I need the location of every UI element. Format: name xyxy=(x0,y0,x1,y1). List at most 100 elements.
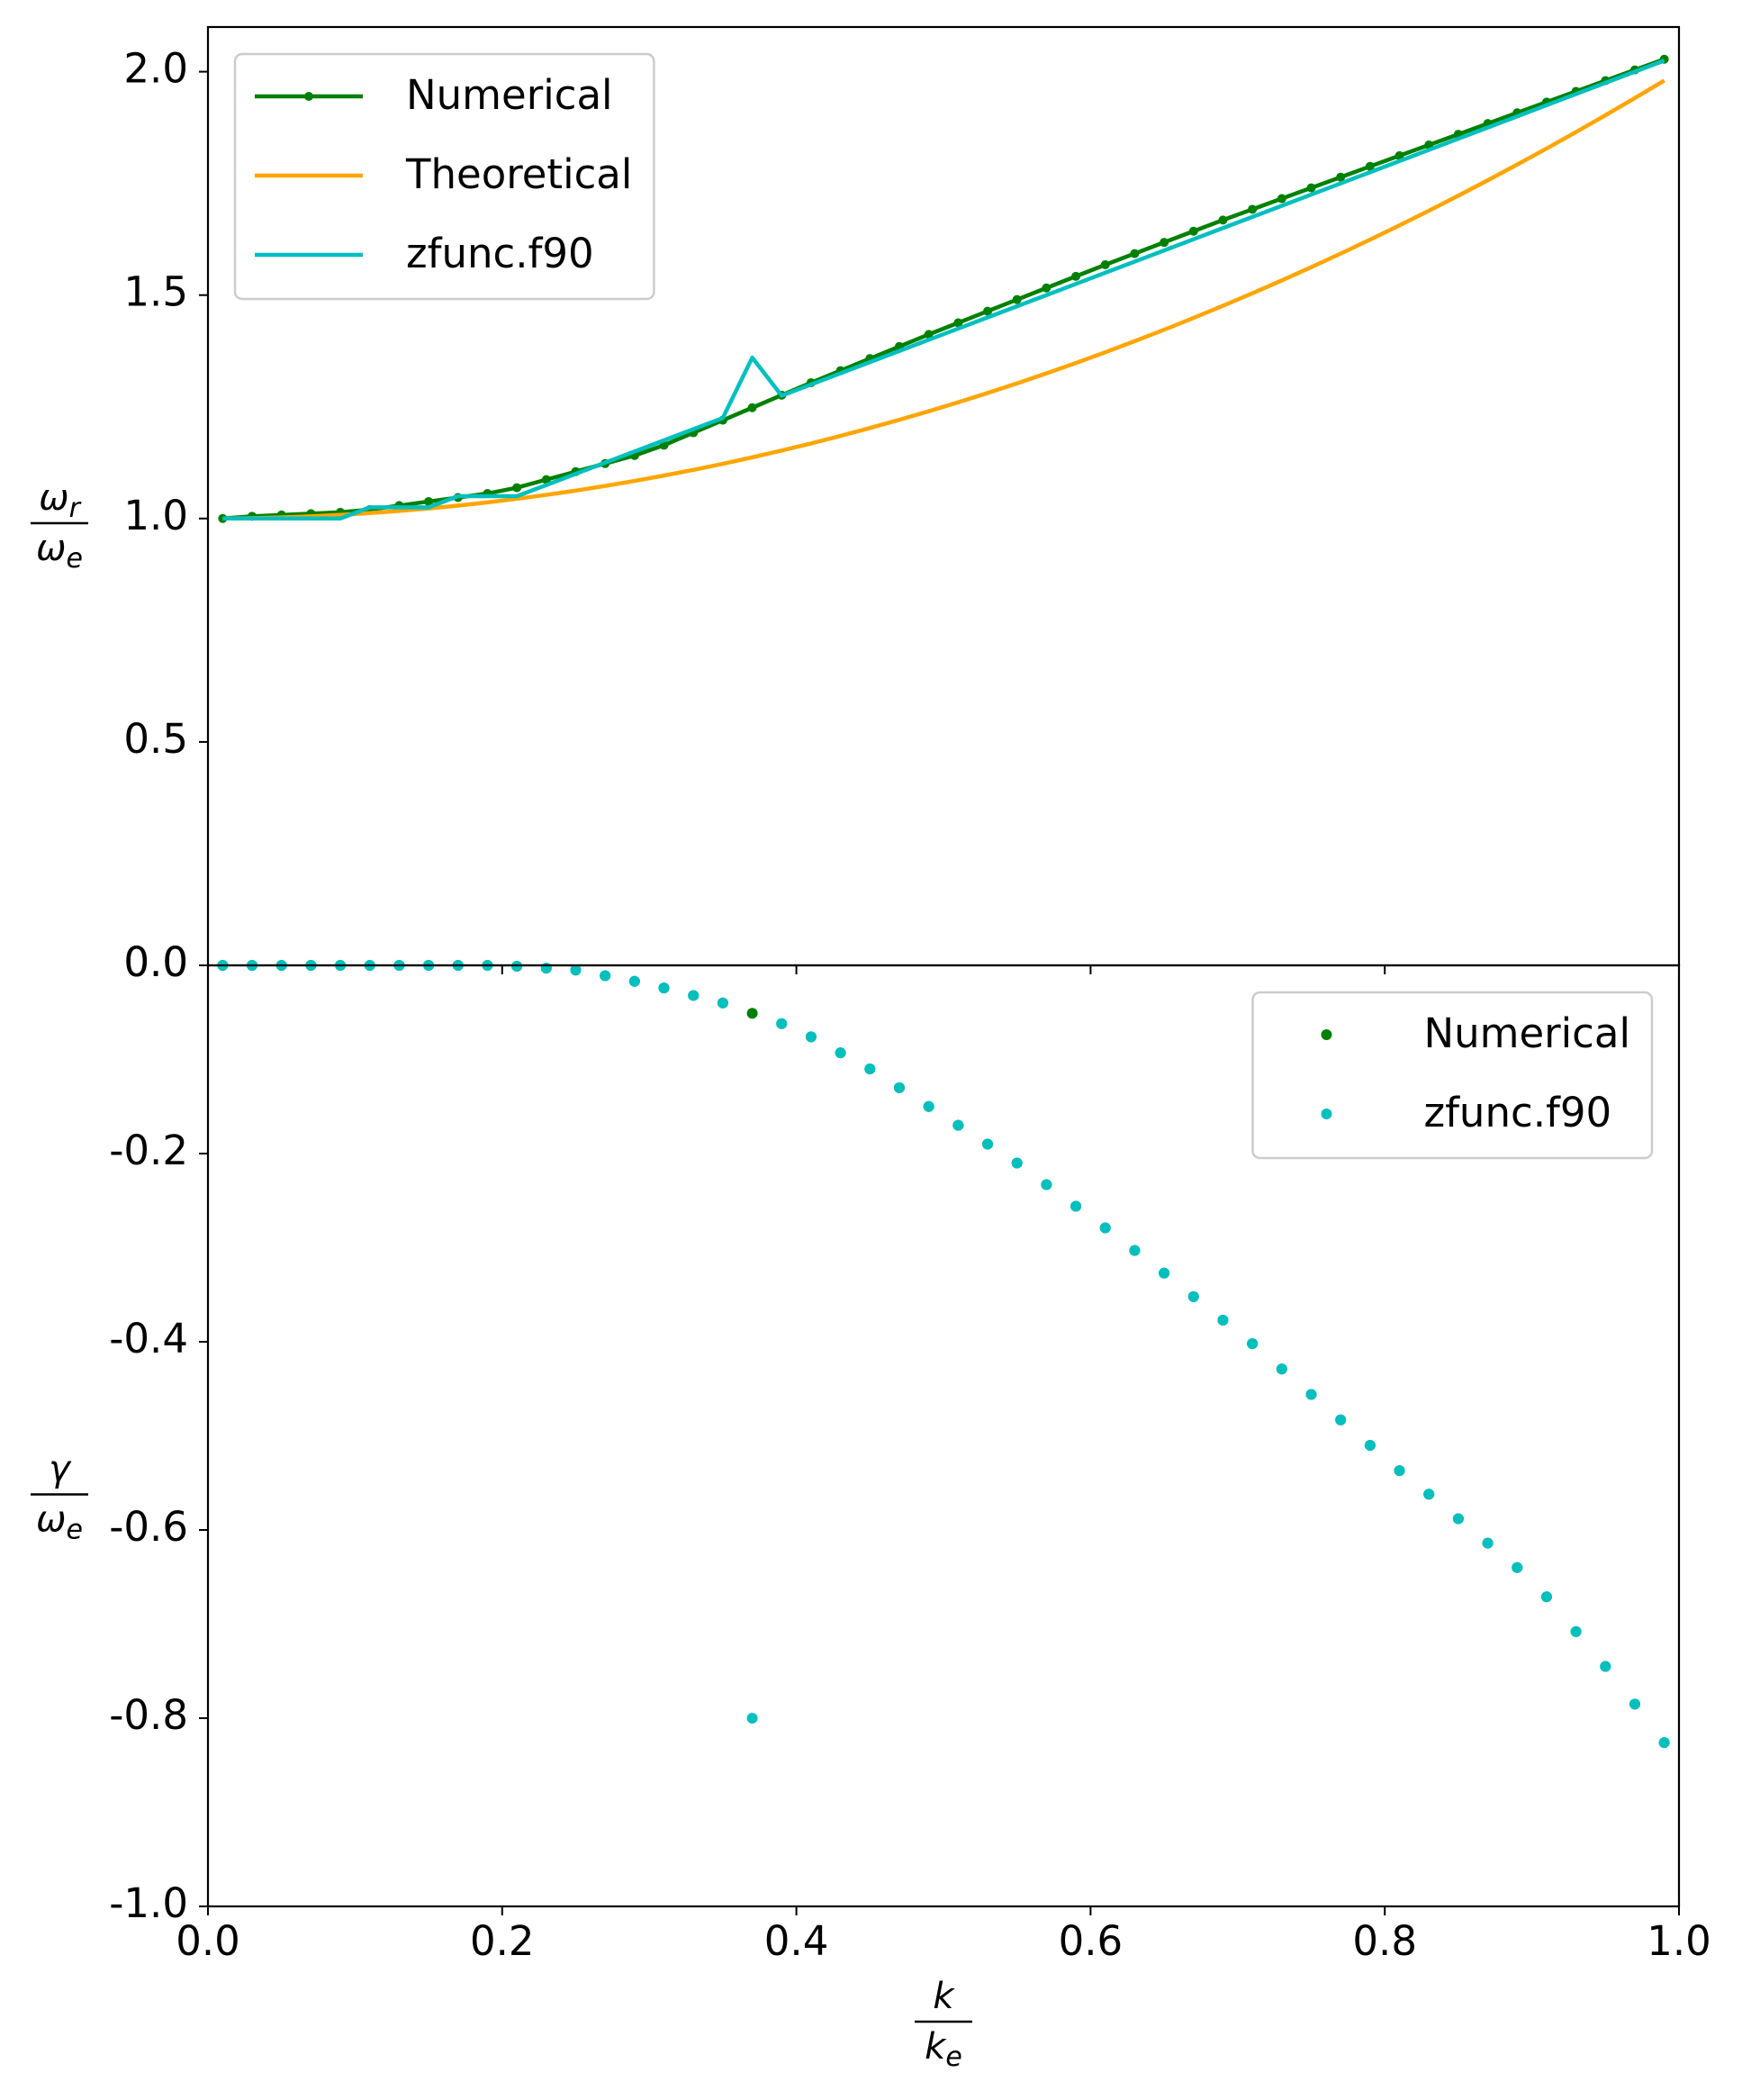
data-point xyxy=(688,990,700,1001)
y-tick-label: 1.0 xyxy=(123,492,188,539)
subscript: r xyxy=(69,493,82,524)
x-tick-label: 0.8 xyxy=(1352,1917,1417,1965)
y-tick-label: 1.5 xyxy=(123,268,188,316)
data-point xyxy=(1248,204,1258,214)
subscript: e xyxy=(67,1514,83,1545)
data-point xyxy=(1452,1513,1464,1525)
symbol: ω xyxy=(36,528,67,569)
data-point xyxy=(1218,215,1228,225)
data-point xyxy=(952,1119,964,1131)
data-point xyxy=(1365,161,1375,171)
legend-marker xyxy=(1321,1109,1332,1119)
data-point xyxy=(746,1008,758,1019)
symbol: k xyxy=(933,1976,955,2017)
data-point xyxy=(628,975,640,987)
subscript: e xyxy=(945,2041,961,2073)
data-point xyxy=(1629,1698,1640,1710)
data-point xyxy=(1306,183,1316,193)
data-point xyxy=(1188,226,1198,236)
data-point xyxy=(1217,1314,1229,1326)
series-line xyxy=(222,78,1665,521)
y-tick-label: -0.6 xyxy=(109,1503,188,1551)
symbol: ω xyxy=(36,1499,67,1541)
axes-frame xyxy=(206,964,1681,1908)
data-point xyxy=(1336,172,1346,182)
legend-marker xyxy=(304,92,313,101)
data-point xyxy=(658,982,670,994)
legend: Numerical Theoretical zfunc.f90 xyxy=(233,52,655,301)
legend-label: Numerical xyxy=(406,71,613,119)
legend-label: zfunc.f90 xyxy=(1423,1089,1611,1136)
label-part: ωr xyxy=(39,477,82,524)
data-point xyxy=(1423,1489,1435,1500)
label-part: ωe xyxy=(36,1499,83,1546)
legend-label: Theoretical xyxy=(405,150,632,198)
data-point xyxy=(600,970,611,982)
x-tick-label: 0.0 xyxy=(176,1917,240,1965)
x-tick-label: 0.4 xyxy=(764,1917,829,1965)
data-point xyxy=(983,306,993,316)
data-point xyxy=(1482,1537,1494,1549)
data-point xyxy=(746,1713,758,1724)
data-point xyxy=(1100,259,1110,269)
data-point xyxy=(1540,1591,1552,1603)
data-point xyxy=(1335,1414,1347,1426)
data-point xyxy=(512,483,522,493)
data-point xyxy=(924,330,934,339)
data-point xyxy=(1099,1222,1111,1234)
y-tick-label: 0.0 xyxy=(123,938,188,986)
legend-box xyxy=(1251,991,1654,1160)
symbol: γ xyxy=(49,1449,72,1490)
data-point xyxy=(1364,1439,1376,1451)
data-point xyxy=(1395,150,1404,160)
axis-label: kke xyxy=(925,1976,962,2073)
x-tick-label: 1.0 xyxy=(1647,1917,1711,1965)
legend-box xyxy=(233,52,655,301)
data-point xyxy=(953,318,963,328)
data-point xyxy=(835,1047,846,1059)
data-point xyxy=(1600,1661,1611,1672)
data-point xyxy=(1012,294,1022,304)
data-point xyxy=(570,964,582,976)
data-point xyxy=(1070,1200,1082,1212)
data-point xyxy=(923,1100,934,1112)
series-line xyxy=(222,59,1665,521)
data-point xyxy=(1512,1561,1523,1573)
label-part: ωe xyxy=(36,528,83,575)
data-point xyxy=(893,1082,905,1093)
legend-marker xyxy=(1321,1029,1332,1040)
label-part: ke xyxy=(925,2026,962,2073)
data-point xyxy=(982,1138,994,1150)
legend-label: Numerical xyxy=(1423,1009,1630,1057)
axis-label: γωe xyxy=(36,1449,83,1546)
data-point xyxy=(1276,1363,1287,1375)
y-tick-label: 0.0 xyxy=(123,938,188,986)
data-point xyxy=(1071,271,1081,281)
data-point xyxy=(1041,1179,1052,1190)
symbol: k xyxy=(925,2026,947,2068)
y-tick-label: -0.2 xyxy=(109,1127,188,1174)
data-point xyxy=(1160,238,1169,248)
data-point xyxy=(1305,1389,1317,1400)
symbol: ω xyxy=(39,477,69,519)
y-tick-label: 2.0 xyxy=(123,45,188,93)
data-point xyxy=(1394,1465,1405,1477)
legend-label: zfunc.f90 xyxy=(406,230,594,277)
data-point xyxy=(1129,1245,1141,1256)
plot-area xyxy=(218,54,1669,523)
data-point xyxy=(776,1018,788,1029)
y-tick-label: -1.0 xyxy=(109,1879,188,1927)
data-point xyxy=(1159,1267,1170,1279)
x-tick-label: 0.6 xyxy=(1059,1917,1124,1965)
data-point xyxy=(1247,1338,1259,1350)
y-tick-label: -0.8 xyxy=(109,1691,188,1739)
data-point xyxy=(1187,1290,1199,1302)
data-point xyxy=(1277,194,1286,204)
label-part: γ xyxy=(49,1449,72,1490)
data-point xyxy=(1042,283,1052,293)
legend: Numerical zfunc.f90 xyxy=(1251,991,1654,1160)
y-tick-label: 0.5 xyxy=(123,715,188,763)
data-point xyxy=(1130,249,1140,258)
data-point xyxy=(1011,1157,1023,1169)
